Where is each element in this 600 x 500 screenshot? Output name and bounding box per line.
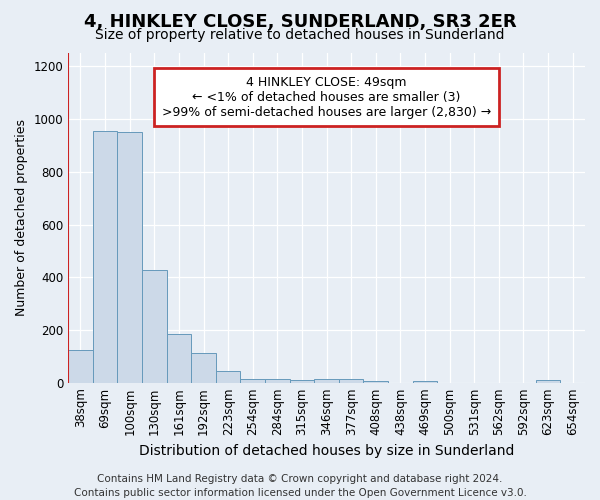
Text: 4, HINKLEY CLOSE, SUNDERLAND, SR3 2ER: 4, HINKLEY CLOSE, SUNDERLAND, SR3 2ER [83,12,517,30]
Bar [167,334,191,384]
Bar [93,130,118,384]
Bar [290,380,314,384]
Bar [536,380,560,384]
Bar [364,380,388,384]
Bar [314,380,339,384]
Bar [339,378,364,384]
Text: Contains HM Land Registry data © Crown copyright and database right 2024.
Contai: Contains HM Land Registry data © Crown c… [74,474,526,498]
Bar [216,371,241,384]
Text: Size of property relative to detached houses in Sunderland: Size of property relative to detached ho… [95,28,505,42]
Text: 4 HINKLEY CLOSE: 49sqm
← <1% of detached houses are smaller (3)
>99% of semi-det: 4 HINKLEY CLOSE: 49sqm ← <1% of detached… [162,76,491,118]
X-axis label: Distribution of detached houses by size in Sunderland: Distribution of detached houses by size … [139,444,514,458]
Bar [413,382,437,384]
Bar [68,350,93,384]
Bar [265,380,290,384]
Y-axis label: Number of detached properties: Number of detached properties [15,120,28,316]
Bar [118,132,142,384]
Bar [191,353,216,384]
Bar [142,270,167,384]
Bar [241,378,265,384]
